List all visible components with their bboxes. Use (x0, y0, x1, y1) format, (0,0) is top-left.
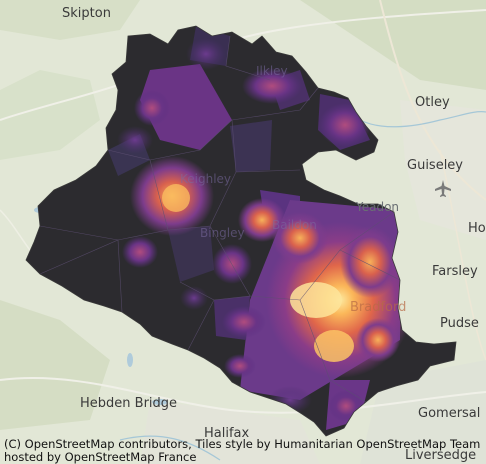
place-label-yeadon: Yeadon (356, 200, 400, 214)
place-label-halifax: Halifax (204, 426, 250, 441)
place-label-liversedge: Liversedge (405, 448, 477, 463)
map-attribution-line-1: (C) OpenStreetMap contributors, Tiles st… (4, 437, 481, 451)
place-label-otley: Otley (415, 95, 450, 110)
place-label-baildon: Baildon (272, 218, 317, 232)
place-label-bingley: Bingley (200, 226, 245, 240)
place-label-farsley: Farsley (432, 264, 478, 279)
place-label-ilkley: Ilkley (256, 64, 288, 78)
airport-icon (435, 180, 451, 197)
place-label-hebden-bridge: Hebden Bridge (80, 396, 178, 411)
district-outline (25, 25, 457, 437)
place-label-bradford: Bradford (350, 300, 407, 315)
place-label-horsforth: Ho (468, 221, 486, 236)
place-label-pudsey: Pudse (440, 316, 479, 331)
place-label-gomersal: Gomersal (418, 406, 481, 421)
place-label-skipton: Skipton (62, 6, 111, 21)
place-label-keighley: Keighley (180, 172, 232, 186)
map-attribution-line-2: hosted by OpenStreetMap France (4, 450, 197, 464)
place-label-guiseley: Guiseley (407, 158, 463, 173)
